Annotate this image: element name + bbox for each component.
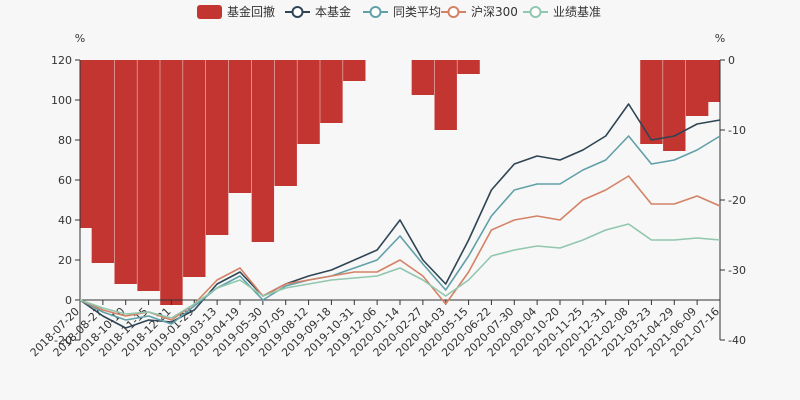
series-line-peer bbox=[79, 135, 721, 325]
left-axis-tick-label: 20 bbox=[58, 254, 72, 267]
left-axis-unit: % bbox=[75, 32, 85, 45]
left-axis-tick-label: 120 bbox=[51, 54, 72, 67]
left-axis-tick-label: 100 bbox=[51, 94, 72, 107]
right-axis-tick-label: -30 bbox=[728, 264, 746, 277]
right-axis-unit: % bbox=[715, 32, 725, 45]
drawdown-bar bbox=[320, 60, 343, 123]
right-axis-tick-label: -20 bbox=[728, 194, 746, 207]
drawdown-bar bbox=[251, 60, 275, 242]
left-axis-tick-label: -20 bbox=[54, 334, 72, 347]
legend-drawdown-swatch bbox=[197, 5, 222, 19]
drawdown-bar bbox=[640, 60, 663, 144]
drawdown-bar bbox=[114, 60, 137, 284]
legend-marker bbox=[369, 6, 382, 18]
legend-label: 基金回撤 bbox=[227, 4, 275, 19]
drawdown-bar bbox=[274, 60, 297, 186]
legend: 基金回撤 本基金 同类平均 沪深300 业绩基准 bbox=[197, 4, 601, 19]
drawdown-bar bbox=[343, 60, 366, 81]
legend-label: 同类平均 bbox=[393, 5, 441, 19]
legend-label: 沪深300 bbox=[471, 5, 518, 19]
drawdown-bar bbox=[434, 60, 457, 130]
left-axis-tick-label: 80 bbox=[58, 134, 72, 147]
right-axis-tick-label: 0 bbox=[728, 54, 735, 67]
legend-marker bbox=[529, 6, 542, 18]
drawdown-bar bbox=[205, 60, 229, 235]
drawdown-bar bbox=[457, 60, 480, 74]
left-axis-tick-label: 40 bbox=[58, 214, 72, 227]
drawdown-bar bbox=[663, 60, 686, 151]
left-axis-tick-label: 0 bbox=[65, 294, 72, 307]
drawdown-bars bbox=[80, 60, 720, 305]
drawdown-bar bbox=[297, 60, 320, 144]
left-axis-tick-label: 60 bbox=[58, 174, 72, 187]
drawdown-bar bbox=[137, 60, 160, 291]
drawdown-bar bbox=[91, 60, 115, 263]
legend-label: 本基金 bbox=[315, 4, 351, 19]
legend-marker bbox=[447, 6, 460, 18]
drawdown-bar bbox=[183, 60, 206, 277]
right-axis-tick-label: -10 bbox=[728, 124, 746, 137]
legend-label: 业绩基准 bbox=[553, 5, 601, 19]
series-line-fund bbox=[79, 103, 721, 329]
drawdown-bar bbox=[160, 60, 183, 305]
series-lines bbox=[79, 103, 721, 329]
right-axis-tick-label: -40 bbox=[728, 334, 746, 347]
drawdown-bar bbox=[411, 60, 435, 95]
legend-marker bbox=[291, 6, 304, 18]
series-line-benchmark bbox=[79, 223, 721, 319]
drawdown-bar bbox=[228, 60, 252, 193]
drawdown-bar bbox=[697, 60, 720, 102]
